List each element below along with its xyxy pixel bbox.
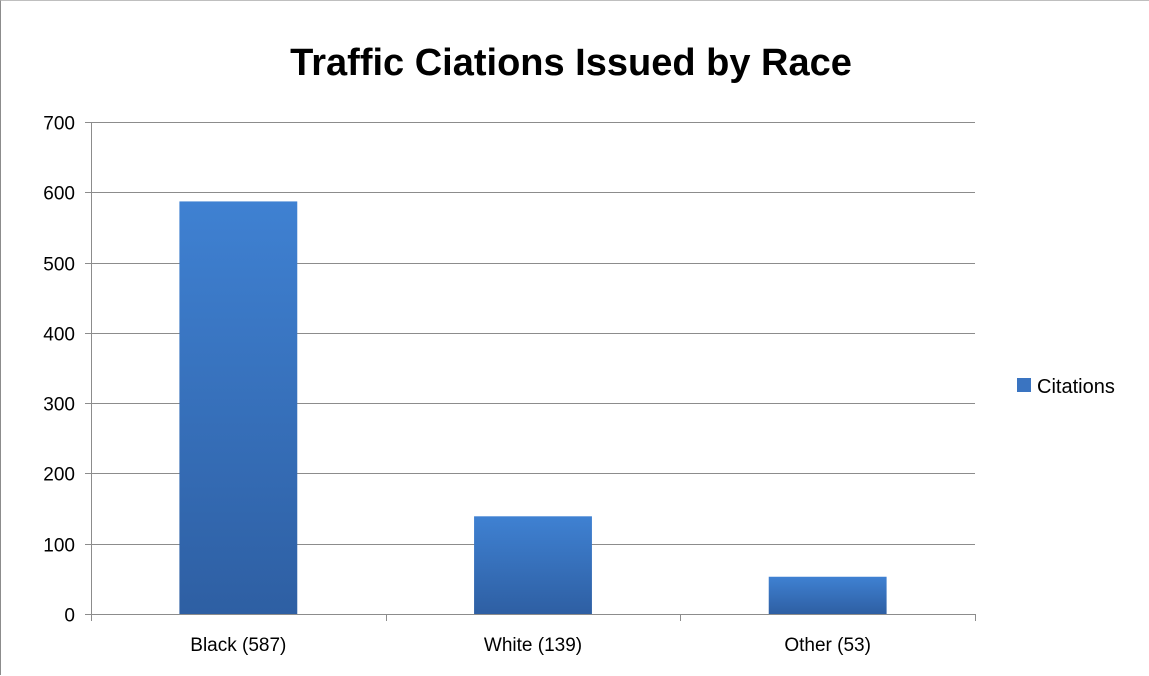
x-tick-labels: Black (587) White (139) Other (53) [190,635,871,656]
y-tick-label: 500 [43,255,75,276]
legend: Citations [1017,376,1115,398]
bar [768,576,887,614]
y-tick-label: 0 [64,606,75,627]
chart-title: Traffic Ciations Issued by Race [290,42,852,84]
bars [179,201,887,614]
y-tick-label: 700 [43,114,75,135]
x-tick-label: White (139) [484,635,582,656]
legend-swatch-citations [1017,378,1031,392]
y-tick-label: 100 [43,536,75,557]
y-tick-label: 600 [43,184,75,205]
bar [474,516,592,614]
x-tick-label: Other (53) [784,635,871,656]
legend-label-citations: Citations [1037,376,1115,398]
y-tick-label: 300 [43,395,75,416]
y-tick-label: 200 [43,465,75,486]
axes [85,122,976,621]
bar [179,201,298,614]
x-tick-label: Black (587) [190,635,286,656]
y-tick-labels: 0 100 200 300 400 500 600 700 [43,114,75,627]
y-tick-label: 400 [43,325,75,346]
